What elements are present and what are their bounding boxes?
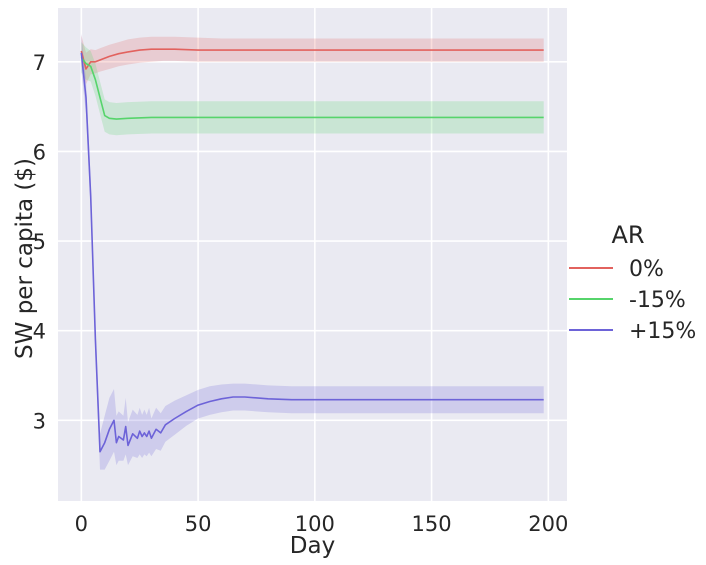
y-tick-label: 7	[33, 51, 46, 75]
x-tick-label: 50	[185, 512, 212, 536]
x-tick-label: 100	[295, 512, 335, 536]
legend-label-1: -15%	[629, 288, 686, 313]
y-tick-label: 3	[33, 409, 46, 433]
y-tick-label: 4	[33, 320, 46, 344]
legend-label-0: 0%	[629, 257, 664, 282]
legend-title: AR	[611, 221, 644, 249]
legend: AR 0% -15% +15%	[569, 221, 696, 344]
x-axis-label: Day	[290, 533, 335, 559]
band-series-2	[81, 33, 544, 470]
confidence-bands	[81, 33, 544, 470]
x-tick-label: 150	[412, 512, 452, 536]
x-tick-label: 0	[75, 512, 88, 536]
grid-lines	[58, 8, 567, 501]
x-axis-ticks: 0 50 100 150 200	[75, 512, 569, 536]
y-axis-label: SW per capita ($)	[12, 158, 38, 359]
line-series-1	[80, 56, 544, 120]
band-series-1	[81, 42, 544, 136]
y-axis-ticks: 3 4 5 6 7	[33, 51, 46, 434]
line-series-0	[80, 48, 544, 70]
y-tick-label: 5	[33, 230, 46, 254]
legend-label-2: +15%	[629, 319, 696, 344]
plot-area	[58, 8, 567, 501]
x-tick-label: 200	[528, 512, 568, 536]
line-series-2	[80, 52, 544, 453]
band-series-0	[81, 34, 544, 85]
y-tick-label: 6	[33, 140, 46, 164]
series-lines	[80, 48, 544, 453]
